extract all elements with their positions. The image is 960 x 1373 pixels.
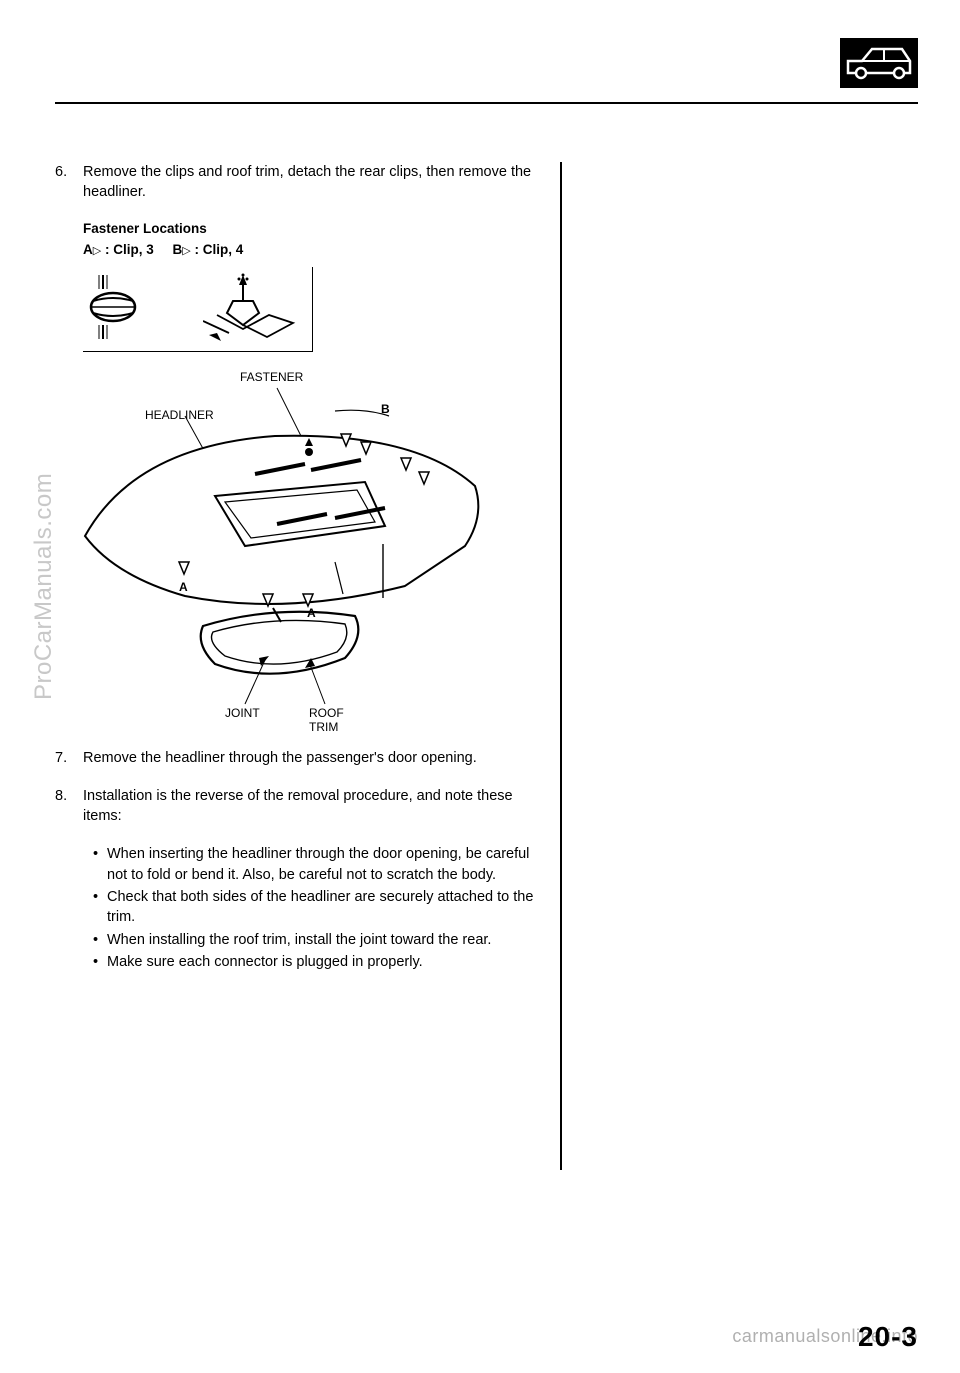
fastener-a-label: A [83, 242, 93, 257]
fastener-callout-label: FASTENER [240, 370, 535, 384]
step-number: 8. [55, 786, 83, 827]
page-number: 20-3 [858, 1321, 918, 1353]
fastener-b-text: : Clip, 4 [191, 242, 244, 257]
fastener-locations-header: Fastener Locations [83, 221, 535, 236]
joint-label: JOINT [225, 706, 260, 720]
fastener-b-label: B [173, 242, 183, 257]
fastener-a-text: : Clip, 3 [101, 242, 154, 257]
section-icon-box [840, 38, 918, 88]
watermark-left: ProCarManuals.com [30, 473, 58, 700]
notes-list: When inserting the headliner through the… [93, 844, 535, 972]
list-item: Make sure each connector is plugged in p… [93, 952, 535, 972]
column-divider [560, 162, 562, 1170]
left-column: 6. Remove the clips and roof trim, detac… [55, 162, 535, 974]
roof-label: ROOF [309, 706, 344, 720]
step-8: 8. Installation is the reverse of the re… [55, 786, 535, 827]
list-item: When inserting the headliner through the… [93, 844, 535, 885]
step-text: Installation is the reverse of the remov… [83, 786, 535, 827]
step-7: 7. Remove the headliner through the pass… [55, 748, 535, 768]
car-silhouette-icon [844, 43, 914, 83]
step-text: Remove the clips and roof trim, detach t… [83, 162, 535, 203]
top-rule [55, 102, 918, 104]
triangle-icon: ▷ [93, 245, 101, 257]
clip-illustration-box [83, 267, 313, 352]
a-marker-label-2: A [307, 606, 316, 620]
fastener-sub-line: A▷ : Clip, 3 B▷ : Clip, 4 [83, 242, 535, 257]
b-marker-label: B [381, 402, 390, 416]
a-marker-label-1: A [179, 580, 188, 594]
clip-b-icon [203, 271, 303, 349]
step-number: 7. [55, 748, 83, 768]
step-6: 6. Remove the clips and roof trim, detac… [55, 162, 535, 203]
step-number: 6. [55, 162, 83, 203]
trim-label: TRIM [309, 720, 338, 734]
list-item: Check that both sides of the headliner a… [93, 887, 535, 928]
headliner-label: HEADLINER [145, 408, 214, 422]
headliner-diagram: HEADLINER B A A JOINT ROOF TRIM [45, 386, 505, 726]
triangle-icon: ▷ [182, 245, 190, 257]
step-text: Remove the headliner through the passeng… [83, 748, 535, 768]
headliner-svg [45, 386, 505, 726]
list-item: When installing the roof trim, install t… [93, 930, 535, 950]
clip-a-icon [89, 271, 147, 343]
